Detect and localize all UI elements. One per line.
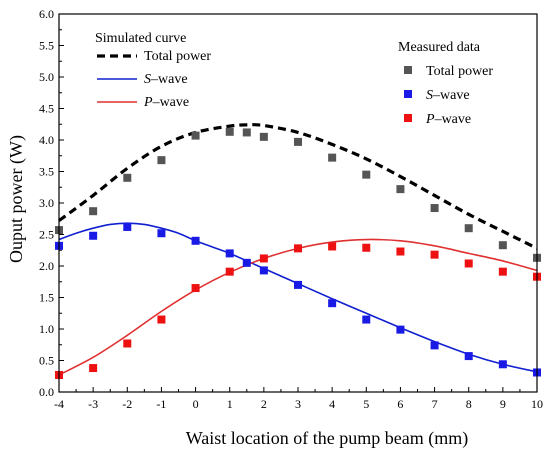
measured-point-p: [157, 315, 166, 324]
measured-point-p: [362, 243, 371, 252]
y-tick-label: 2.0: [39, 259, 54, 273]
y-tick-label: 5.5: [39, 39, 54, 53]
measured-point-total: [498, 241, 507, 250]
measured-point-p: [191, 284, 200, 293]
measured-points: [55, 127, 541, 379]
measured-point-p: [328, 242, 337, 251]
measured-point-total: [191, 131, 200, 140]
measured-point-s: [157, 229, 166, 238]
legend-entry-simulated-2: P–wave: [143, 95, 189, 110]
measured-point-p: [396, 247, 405, 256]
measured-point-s: [89, 231, 98, 240]
measured-point-p: [464, 259, 473, 268]
legend-simulated: Simulated curve Total power S–wave P–wave: [95, 31, 211, 110]
legend-measured: Measured data Total power S–wave P–wave: [398, 40, 493, 127]
measured-point-total: [225, 127, 234, 136]
legend-entry-measured-1: S–wave: [426, 88, 470, 103]
x-tick-label: -1: [156, 397, 166, 411]
y-tick-label: 1.5: [39, 291, 54, 305]
y-tick-label: 6.0: [39, 7, 54, 21]
x-axis-title: Waist location of the pump beam (mm): [186, 428, 468, 449]
measured-point-p: [123, 339, 132, 348]
measured-point-s: [430, 341, 439, 350]
y-tick-label: 3.5: [39, 165, 54, 179]
measured-point-total: [157, 156, 166, 165]
legend-entry-simulated-0: Total power: [144, 49, 211, 64]
x-tick-label: -2: [122, 397, 132, 411]
x-tick-label: 3: [295, 397, 301, 411]
measured-point-total: [328, 153, 337, 162]
measured-point-s: [242, 258, 251, 267]
measured-point-p: [430, 250, 439, 259]
measured-point-total: [464, 224, 473, 233]
x-tick-label: 6: [397, 397, 403, 411]
legend-entry-measured-0: Total power: [426, 64, 493, 79]
measured-point-p: [89, 364, 98, 373]
plot-frame: [58, 13, 538, 393]
y-tick-labels: 0.0 0.5 1.0 1.5 2.0 2.5 3.0 3.5 4.0 4.5 5.0 5.5 6.0: [39, 7, 54, 399]
x-tick-label: 5: [363, 397, 369, 411]
legend-entry-measured-2: P–wave: [425, 112, 471, 127]
measured-point-p: [498, 267, 507, 276]
x-tick-label: -3: [88, 397, 98, 411]
y-tick-label: 5.0: [39, 70, 54, 84]
measured-point-s: [328, 299, 337, 308]
measured-point-p: [225, 267, 234, 276]
legend-entry-simulated-1: S–wave: [144, 72, 188, 87]
measured-point-p: [259, 254, 268, 263]
simulated-curve-s: [58, 222, 538, 373]
x-tick-label: 2: [261, 397, 267, 411]
measured-point-s: [396, 325, 405, 334]
measured-point-p: [294, 244, 302, 253]
y-tick-label: 4.0: [39, 133, 54, 147]
measured-point-s: [123, 222, 132, 231]
legend-marker-s: [404, 90, 412, 98]
x-tick-label: 10: [531, 397, 543, 411]
measured-point-s: [191, 236, 200, 245]
legend-marker-p: [404, 114, 412, 122]
measured-point-total: [89, 207, 98, 216]
measured-point-total: [123, 173, 132, 182]
x-tick-label: 7: [432, 397, 438, 411]
measured-point-s: [464, 352, 473, 361]
y-tick-label: 2.5: [39, 228, 54, 242]
x-tick-label: 4: [329, 397, 335, 411]
legend-simulated-heading: Simulated curve: [95, 31, 186, 46]
measured-point-s: [294, 280, 302, 289]
measured-point-total: [362, 170, 371, 179]
measured-point-total: [242, 128, 251, 137]
measured-point-total: [430, 204, 439, 213]
measured-point-total: [294, 137, 302, 146]
y-axis-title: Ouput power (W): [6, 135, 27, 263]
y-tick-label: 4.5: [39, 102, 54, 116]
y-tick-label: 0.5: [39, 354, 54, 368]
measured-point-total: [259, 132, 268, 141]
y-tick-label: 3.0: [39, 196, 54, 210]
y-tick-label: 0.0: [39, 385, 54, 399]
measured-point-s: [259, 266, 268, 275]
legend-marker-total: [404, 66, 412, 74]
measured-point-s: [362, 315, 371, 324]
x-tick-label: 8: [466, 397, 472, 411]
x-tick-label: -4: [54, 397, 64, 411]
x-tick-label: 9: [500, 397, 506, 411]
simulated-curve-total: [58, 123, 538, 250]
x-tick-label: 1: [227, 397, 233, 411]
measured-point-s: [225, 249, 234, 258]
measured-point-total: [396, 185, 405, 194]
y-tick-label: 1.0: [39, 322, 54, 336]
x-tick-label: 0: [193, 397, 199, 411]
legend-measured-heading: Measured data: [398, 40, 481, 55]
measured-point-s: [498, 360, 507, 369]
x-tick-labels: -4 -3 -2 -1 0 1 2 3 4 5 6 7 8 9 10: [54, 397, 543, 411]
